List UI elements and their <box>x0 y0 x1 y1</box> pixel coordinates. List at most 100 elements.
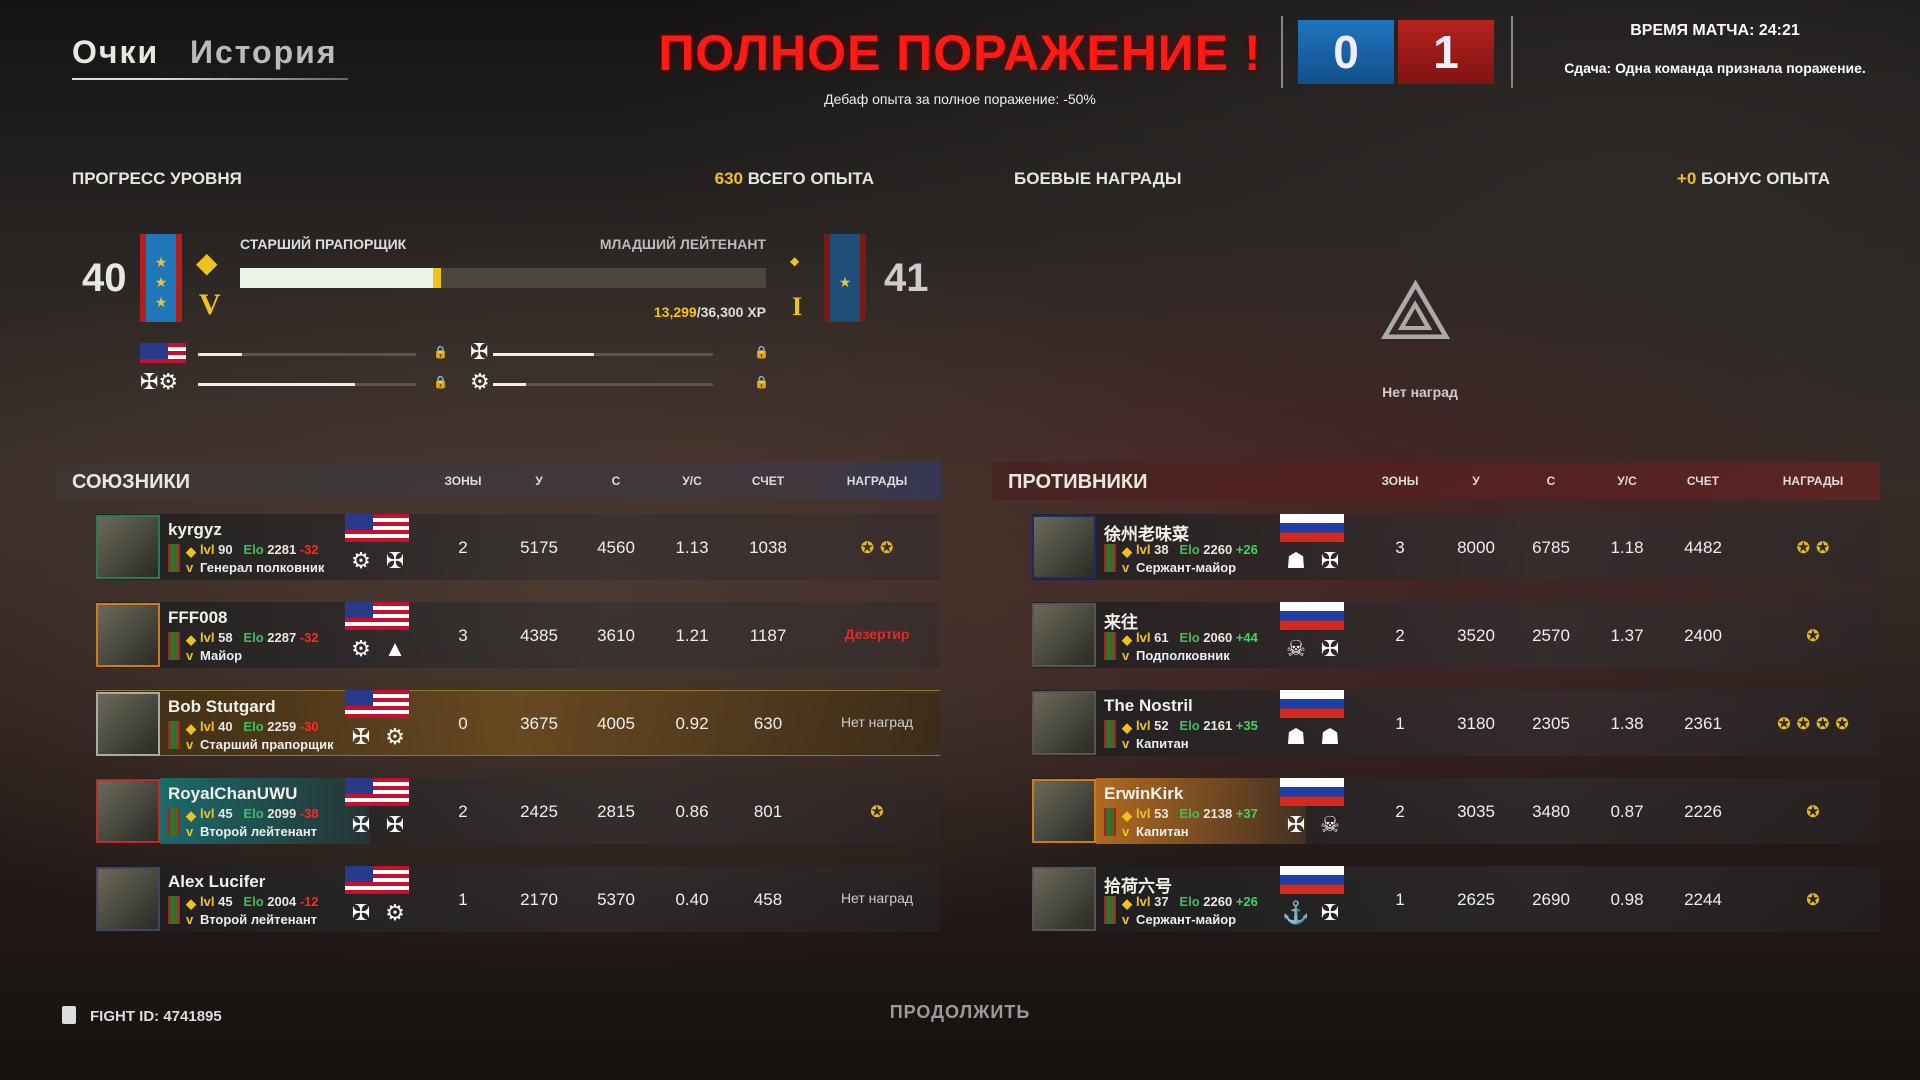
stat-zones: 1 <box>458 890 468 909</box>
column-header: С <box>1546 474 1556 488</box>
lvl-label: lvl <box>200 542 215 557</box>
elo-delta: +35 <box>1235 718 1258 733</box>
medal-icon[interactable]: ✪ <box>1806 892 1820 909</box>
player-name[interactable]: FFF008 <box>168 608 228 627</box>
awards-text: Нет наград <box>840 890 914 906</box>
xp-total: /36,300 XP <box>696 304 766 320</box>
avatar[interactable] <box>96 515 160 579</box>
player-row[interactable]: ErwinKirk ◆ lvl 53 Elo 2138 +37 v Капита… <box>1032 778 1880 844</box>
player-elo: 2260 <box>1203 894 1233 909</box>
lvl-label: lvl <box>1136 630 1151 645</box>
lvl-label: lvl <box>200 630 215 645</box>
enemies-title: ПРОТИВНИКИ <box>1008 471 1148 493</box>
player-elo: 2138 <box>1203 806 1233 821</box>
stat-kd: 1.37 <box>1610 626 1644 645</box>
total-xp: 630 ВСЕГО ОПЫТА <box>600 169 874 189</box>
stat-deaths: 2305 <box>1532 714 1570 733</box>
no-awards-text: Нет наград <box>1382 384 1458 400</box>
next-rank-name: МЛАДШИЙ ЛЕЙТЕНАНТ <box>599 236 766 252</box>
russia-flag-icon <box>1280 866 1344 894</box>
next-level: 41 <box>884 256 929 300</box>
stat-kills: 5175 <box>520 538 558 557</box>
column-header: НАГРАДЫ <box>1782 474 1844 488</box>
medal-icon[interactable]: ✪ <box>1835 716 1849 733</box>
medal-icon[interactable]: ✪ <box>1816 716 1830 733</box>
stat-zones: 2 <box>458 538 468 557</box>
rank-insignia-icon <box>168 632 180 660</box>
allies-header: СОЮЗНИКИ <box>56 462 941 500</box>
awards-text: Нет наград <box>840 714 914 730</box>
player-row[interactable]: The Nostril ◆ lvl 52 Elo 2161 +35 v Капи… <box>1032 690 1880 756</box>
avatar[interactable] <box>1032 779 1096 843</box>
medal-icon[interactable]: ✪ <box>1796 540 1810 557</box>
player-row[interactable]: kyrgyz ◆ lvl 90 Elo 2281 -32 v Генерал п… <box>96 514 940 580</box>
medal-icon[interactable]: ✪ <box>1806 804 1820 821</box>
medal-icon[interactable]: ✪ <box>1806 628 1820 645</box>
player-row[interactable]: Bob Stutgard ◆ lvl 40 Elo 2259 -30 v Ста… <box>96 690 940 756</box>
continue-button[interactable]: ПРОДОЛЖИТЬ <box>889 1002 1031 1022</box>
stat-deaths: 5370 <box>597 890 635 909</box>
player-name[interactable]: Alex Lucifer <box>168 872 266 891</box>
player-name[interactable]: 徐州老味菜 <box>1104 525 1189 544</box>
avatar[interactable] <box>1032 691 1096 755</box>
xp-current: 13,299 <box>653 304 697 320</box>
avatar[interactable] <box>96 603 160 667</box>
medal-icon[interactable]: ✪ <box>880 540 894 557</box>
player-stats-line: lvl 45 Elo 2004 -12 <box>200 894 319 909</box>
player-rank: Сержант-майор <box>1136 560 1237 575</box>
stat-deaths: 6785 <box>1532 538 1570 557</box>
player-name[interactable]: The Nostril <box>1104 696 1193 715</box>
stat-kd: 1.18 <box>1610 538 1644 557</box>
class-icon: ✠ <box>1320 636 1340 661</box>
faction-xp-bar <box>493 383 713 386</box>
lvl-label: lvl <box>200 806 215 821</box>
player-level: 90 <box>218 542 233 557</box>
medal-icon[interactable]: ✪ <box>1796 716 1810 733</box>
player-row[interactable]: FFF008 ◆ lvl 58 Elo 2287 -32 v Майор <box>96 602 940 668</box>
player-name[interactable]: RoyalChanUWU <box>168 784 298 803</box>
class-icon: ✠ <box>1286 812 1306 837</box>
rank-pip-icon: ◆ <box>186 721 196 736</box>
avatar[interactable] <box>1032 515 1096 579</box>
player-row[interactable]: RoyalChanUWU ◆ lvl 45 Elo 2099 -38 v Вто… <box>96 778 940 844</box>
player-row[interactable]: 来往 ◆ lvl 61 Elo 2060 +44 v Подполковник <box>1032 602 1880 668</box>
avatar[interactable] <box>96 779 160 843</box>
column-header: ЗОНЫ <box>1381 474 1419 488</box>
allies-title: СОЮЗНИКИ <box>72 471 191 493</box>
avatar[interactable] <box>96 692 160 756</box>
player-name[interactable]: ErwinKirk <box>1104 784 1184 803</box>
rank-insignia-icon <box>1104 632 1116 660</box>
medal-icon[interactable]: ✪ <box>860 540 874 557</box>
elo-label: Elo <box>243 719 264 734</box>
medal-icon[interactable]: ✪ <box>1777 716 1791 733</box>
copy-icon[interactable] <box>62 1006 76 1024</box>
class-icons: ✠⚙ <box>140 369 179 394</box>
player-row[interactable]: 徐州老味菜 ◆ lvl 38 Elo 2260 +26 v Сержант-ма… <box>1032 514 1880 580</box>
class-icon: ☗ <box>1286 724 1306 749</box>
player-row[interactable]: Alex Lucifer ◆ lvl 45 Elo 2004 -12 v Вто… <box>96 866 940 932</box>
avatar[interactable] <box>1032 603 1096 667</box>
stat-zones: 3 <box>1395 538 1405 557</box>
us-flag-icon <box>345 602 409 630</box>
player-row[interactable]: 拾荷六号 ◆ lvl 37 Elo 2260 +26 v Сержант-май… <box>1032 866 1880 932</box>
player-level: 52 <box>1154 718 1169 733</box>
player-name[interactable]: Bob Stutgard <box>168 697 276 716</box>
tab-underline <box>72 78 348 80</box>
medal-icon[interactable]: ✪ <box>870 804 884 821</box>
tab-history[interactable]: История <box>190 34 338 70</box>
player-rank: Генерал полковник <box>200 560 325 575</box>
player-rank: Капитан <box>1136 824 1189 839</box>
player-name[interactable]: 拾荷六号 <box>1104 877 1172 896</box>
player-name[interactable]: kyrgyz <box>168 520 222 539</box>
medal-icon[interactable]: ✪ <box>1816 540 1830 557</box>
stat-score: 4482 <box>1684 538 1722 557</box>
us-flag-icon <box>345 514 409 542</box>
total-xp-label: ВСЕГО ОПЫТА <box>747 169 874 188</box>
avatar[interactable] <box>1032 867 1096 931</box>
player-name[interactable]: 来往 <box>1104 613 1138 632</box>
avatar[interactable] <box>96 867 160 931</box>
stat-score: 2361 <box>1684 714 1722 733</box>
tab-score[interactable]: Очки <box>72 34 160 70</box>
lvl-label: lvl <box>1136 718 1151 733</box>
player-elo: 2281 <box>267 542 297 557</box>
